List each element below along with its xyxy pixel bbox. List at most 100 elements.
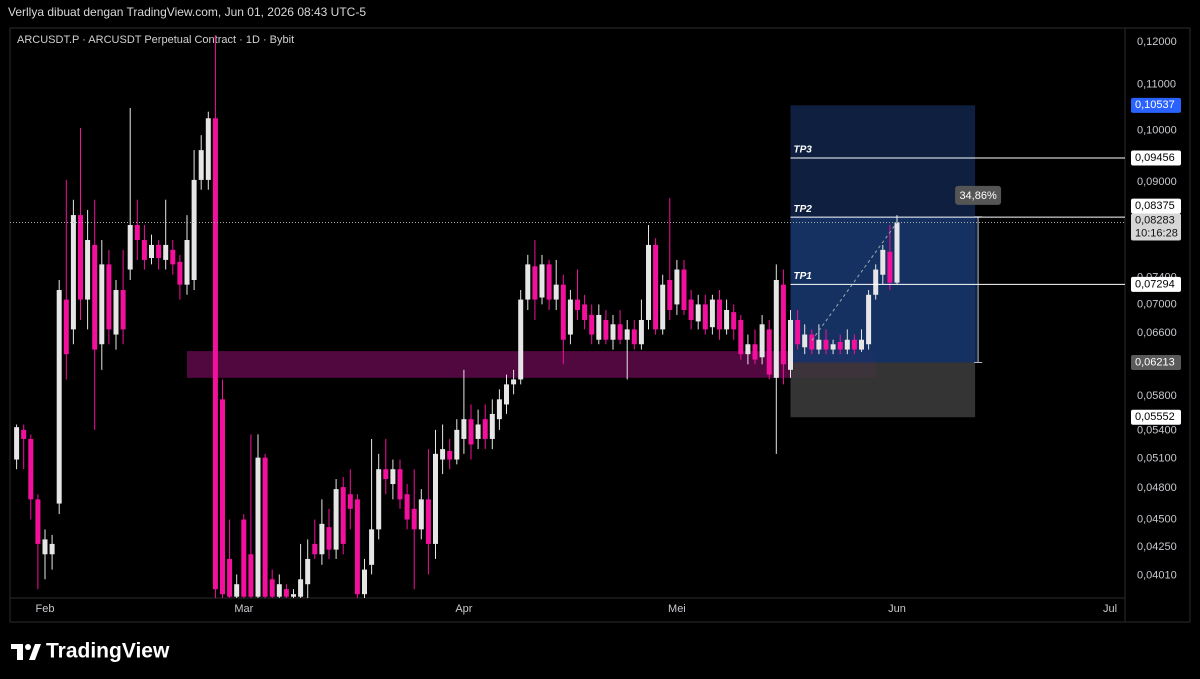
candle-body <box>234 584 240 597</box>
candle-body <box>589 314 595 335</box>
target-name: TP1 <box>794 271 813 282</box>
candle-body <box>35 499 41 544</box>
candle-body <box>731 312 737 330</box>
symbol-title: ARCUSDT.P · ARCUSDT Perpetual Contract ·… <box>17 34 294 46</box>
candle-body <box>120 290 126 330</box>
candle-body <box>21 429 27 439</box>
y-tick-label: 0,09000 <box>1137 176 1177 188</box>
candle-body <box>617 324 623 340</box>
candle-body <box>70 215 76 330</box>
candle-body <box>709 299 715 328</box>
candle-body <box>880 249 886 275</box>
credit: Verllya dibuat dengan TradingView.com, J… <box>8 5 366 19</box>
y-tick-label: 0,10000 <box>1137 125 1177 137</box>
candle-body <box>638 319 644 345</box>
candle-body <box>433 453 438 544</box>
candle-body <box>837 341 843 350</box>
candle-body <box>312 543 318 555</box>
candle-body <box>830 344 836 350</box>
candle-body <box>347 494 353 509</box>
candle-body <box>660 284 666 330</box>
candle-body <box>269 579 275 597</box>
candle-body <box>809 334 815 350</box>
candle-body <box>326 527 332 550</box>
candle-body <box>362 569 367 595</box>
candle-body <box>582 304 588 320</box>
candle-body <box>717 299 722 330</box>
candle-body <box>475 424 481 439</box>
candle-body <box>511 379 517 385</box>
candle-body <box>85 240 91 300</box>
candle-body <box>624 329 630 340</box>
measure-label-box <box>955 185 1002 205</box>
candle-body <box>631 329 637 345</box>
candle-body <box>788 319 793 370</box>
candle-body <box>56 290 62 504</box>
candle-body <box>518 299 524 380</box>
candle-body <box>866 294 872 345</box>
candle-body <box>859 339 864 350</box>
y-tick-label: 0,06600 <box>1137 327 1177 339</box>
candle-body <box>844 339 850 350</box>
price-label: 0,08375 <box>1135 200 1175 212</box>
candle-body <box>127 225 133 270</box>
candle-body <box>227 558 233 597</box>
candle-body <box>340 487 346 544</box>
brand-name: TradingView <box>46 640 170 663</box>
candle-body <box>489 413 495 439</box>
stop-area <box>790 362 976 418</box>
x-tick-label: Mar <box>234 603 253 615</box>
candle-body <box>14 427 20 460</box>
candle-body <box>113 290 119 335</box>
y-tick-label: 0,04010 <box>1137 570 1177 582</box>
candle-body <box>482 419 488 439</box>
candle-body <box>411 508 417 530</box>
candle-body <box>461 419 467 439</box>
candle-body <box>376 469 382 530</box>
candle-body <box>752 344 758 360</box>
candle-body <box>205 118 211 180</box>
candle-body <box>369 529 375 565</box>
candle-body <box>873 269 879 295</box>
candle-body <box>539 264 545 298</box>
candle-body <box>823 339 829 350</box>
candle-body <box>248 554 254 597</box>
candle-body <box>99 264 105 345</box>
candle-body <box>298 579 304 597</box>
current-price-label: 0,08283 <box>1135 214 1175 226</box>
y-tick-label: 0,07000 <box>1137 298 1177 310</box>
candle-body <box>560 284 566 340</box>
candle-body <box>553 284 559 300</box>
candle-body <box>688 299 694 320</box>
candle-body <box>468 419 474 445</box>
candle-body <box>212 118 218 590</box>
candle-body <box>567 299 573 335</box>
x-tick-label: Mei <box>668 603 686 615</box>
candle-body <box>525 264 531 300</box>
candle-body <box>610 324 616 340</box>
candle-body <box>198 150 204 180</box>
candle-body <box>397 469 403 500</box>
candle-body <box>170 249 176 265</box>
candle-body <box>646 244 651 320</box>
candle-body <box>305 558 311 585</box>
candle-body <box>220 399 225 595</box>
candle-body <box>255 457 261 597</box>
plot-area: 34,86% TP1 TP2 TP3 <box>10 35 1125 598</box>
candle-body <box>773 280 779 378</box>
candle-body <box>440 449 446 460</box>
target-name: TP3 <box>794 145 813 156</box>
candle-body <box>653 244 659 330</box>
candle-body <box>759 324 765 358</box>
price-label-box <box>1131 409 1181 425</box>
candle-body <box>63 299 69 355</box>
candle-body <box>780 284 786 365</box>
candle-body <box>504 384 509 405</box>
candle-body <box>177 261 183 285</box>
candle-body <box>333 489 339 550</box>
x-tick-label: Apr <box>455 603 472 615</box>
candle-body <box>291 594 296 597</box>
current-price-box <box>1131 213 1181 241</box>
candle-body <box>425 499 431 544</box>
